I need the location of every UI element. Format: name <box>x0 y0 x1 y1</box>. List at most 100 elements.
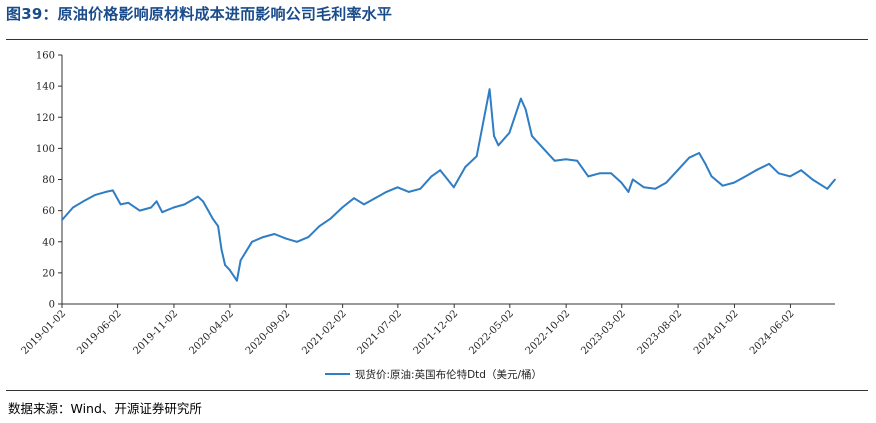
data-point <box>239 259 242 262</box>
data-point <box>777 172 780 175</box>
data-point <box>475 155 478 158</box>
x-tick-label: 2023-08-02 <box>636 308 685 357</box>
y-tick-label: 60 <box>42 206 55 217</box>
data-point <box>800 169 802 172</box>
data-point <box>341 206 344 209</box>
data-point <box>610 172 612 175</box>
data-point <box>273 233 276 235</box>
x-tick-label: 2022-05-02 <box>467 308 516 357</box>
source-note: 数据来源：Wind、开源证券研究所 <box>8 401 202 416</box>
x-tick-label: 2021-12-02 <box>412 308 461 357</box>
x-tick-label: 2023-03-02 <box>579 308 628 357</box>
x-tick-label: 2024-01-02 <box>692 308 741 357</box>
data-point <box>631 178 634 181</box>
figure-title: 图39：原油价格影响原材料成本进而影响公司毛利率水平 <box>6 5 393 23</box>
data-point <box>61 219 63 221</box>
y-tick-label: 140 <box>36 82 55 93</box>
data-point <box>385 191 388 193</box>
data-point <box>119 203 122 206</box>
x-tick-label: 2019-06-02 <box>75 308 124 357</box>
x-tick-label: 2020-04-02 <box>188 308 237 357</box>
data-point <box>138 209 141 212</box>
data-point <box>733 181 735 184</box>
data-point <box>497 144 500 147</box>
data-point <box>768 163 770 165</box>
data-point <box>262 236 264 239</box>
data-point <box>620 181 623 184</box>
data-point <box>111 189 114 192</box>
data-point <box>493 135 495 137</box>
y-tick-label: 80 <box>42 175 55 186</box>
data-point <box>464 166 467 168</box>
data-point <box>553 159 556 162</box>
data-point <box>452 186 455 189</box>
data-point <box>826 187 829 190</box>
data-point <box>564 158 567 161</box>
data-point <box>676 169 679 172</box>
data-point <box>353 197 355 200</box>
data-point <box>834 178 836 181</box>
x-tick-label: 2021-02-02 <box>300 308 349 357</box>
data-point <box>439 169 442 172</box>
data-point <box>220 248 223 251</box>
data-point <box>224 264 227 266</box>
data-point <box>285 237 287 240</box>
data-point <box>643 186 645 189</box>
data-point <box>228 268 231 271</box>
data-point <box>202 200 204 203</box>
x-tick-label: 2020-09-02 <box>244 308 293 357</box>
top-rule <box>6 39 868 40</box>
series-line <box>61 88 836 282</box>
data-point <box>520 97 522 100</box>
y-tick-label: 20 <box>42 268 55 279</box>
x-tick-label: 2022-10-02 <box>524 308 573 357</box>
data-point <box>82 200 85 203</box>
data-point <box>396 186 399 189</box>
data-point <box>627 191 630 193</box>
data-point <box>211 217 214 220</box>
data-point <box>296 240 298 243</box>
x-tick-label: 2019-01-02 <box>20 308 69 357</box>
data-point <box>654 187 657 190</box>
data-point <box>488 88 491 91</box>
data-point <box>542 147 545 150</box>
data-point <box>508 131 511 134</box>
data-point <box>698 152 700 154</box>
data-point <box>744 175 747 178</box>
data-point <box>72 206 74 209</box>
data-point <box>665 181 668 184</box>
data-point <box>183 203 186 206</box>
data-point <box>598 172 601 175</box>
data-point <box>104 191 107 193</box>
data-point <box>329 217 332 220</box>
x-tick-label: 2024-06-02 <box>748 308 797 357</box>
data-point <box>236 279 238 282</box>
data-point <box>789 175 791 178</box>
data-point <box>531 135 533 137</box>
data-point <box>155 200 158 203</box>
data-point <box>197 195 199 198</box>
data-point <box>251 240 253 243</box>
legend: 现货价:原油:英国布伦特Dtd（美元/桶） <box>325 368 542 381</box>
data-point <box>419 187 422 190</box>
y-tick-label: 100 <box>36 144 55 155</box>
data-point <box>524 108 527 111</box>
series-lines <box>61 88 836 282</box>
data-point <box>93 194 96 197</box>
y-tick-label: 160 <box>36 51 55 62</box>
data-point <box>704 163 707 165</box>
data-point <box>217 225 220 228</box>
data-point <box>430 175 433 178</box>
x-axis-ticks: 2019-01-02 2019-06-02 2019-11-02 2020-04-02… <box>20 304 797 357</box>
data-point <box>363 203 365 206</box>
data-point <box>374 197 376 200</box>
y-tick-label: 0 <box>49 300 55 311</box>
y-tick-label: 120 <box>36 113 55 124</box>
bottom-rule <box>6 390 868 391</box>
data-point <box>688 156 691 159</box>
data-point <box>307 236 310 239</box>
data-point <box>721 184 724 187</box>
x-tick-label: 2019-11-02 <box>132 308 181 357</box>
y-axis-ticks: 0 20 40 60 80 100 120 140 160 <box>36 51 62 311</box>
